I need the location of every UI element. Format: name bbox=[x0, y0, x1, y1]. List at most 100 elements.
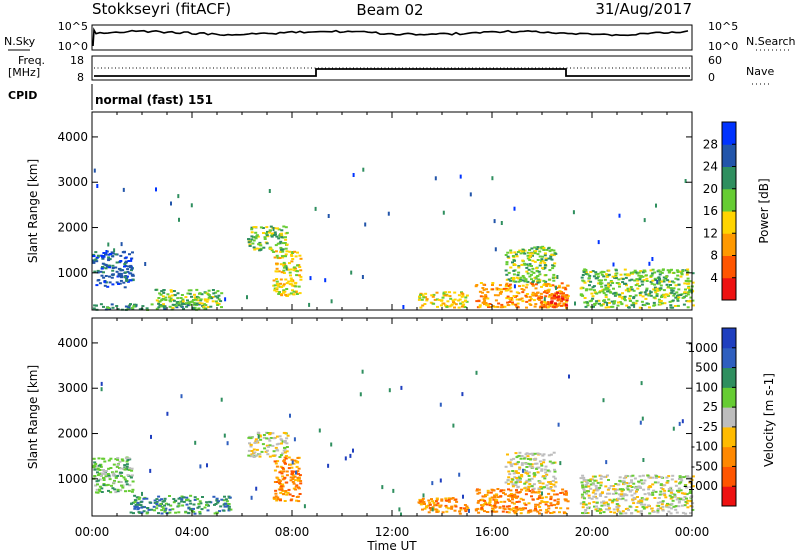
echo-cell bbox=[520, 250, 524, 253]
colorbar-swatch bbox=[722, 122, 736, 145]
echo-cell bbox=[582, 269, 586, 272]
echo-cell bbox=[199, 298, 203, 301]
echo-cell bbox=[552, 483, 556, 486]
echo-cell bbox=[459, 507, 463, 509]
echo-cell bbox=[592, 305, 595, 308]
echo-cell bbox=[524, 503, 528, 506]
echo-cell bbox=[124, 271, 128, 274]
echo-cell bbox=[289, 463, 293, 466]
echo-cell bbox=[645, 497, 649, 500]
echo-cell bbox=[486, 304, 490, 307]
echo-cell bbox=[543, 477, 547, 480]
echo-cell bbox=[478, 290, 482, 293]
echo-cell bbox=[115, 261, 119, 264]
echo-cell bbox=[542, 461, 546, 464]
echo-cell bbox=[514, 506, 518, 509]
echo-cell bbox=[444, 497, 448, 500]
y-tick-label: 4000 bbox=[57, 336, 88, 350]
echo-cell bbox=[620, 296, 624, 299]
echo-cell bbox=[640, 300, 644, 303]
colorbar-tick-label: 12 bbox=[703, 226, 718, 240]
echo-cell bbox=[501, 510, 505, 513]
nave-tick-top: 60 bbox=[708, 54, 722, 67]
echo-cell bbox=[520, 462, 524, 465]
echo-cell bbox=[517, 266, 521, 269]
echo-cell bbox=[681, 296, 685, 299]
echo-point bbox=[327, 214, 330, 218]
echo-cell bbox=[632, 289, 636, 292]
echo-cell bbox=[505, 511, 509, 514]
echo-cell bbox=[630, 481, 634, 484]
echo-cell bbox=[98, 464, 101, 467]
echo-cell bbox=[193, 496, 197, 499]
echo-cell bbox=[506, 301, 510, 304]
echo-cell bbox=[623, 297, 626, 300]
echo-cell bbox=[638, 292, 642, 295]
echo-cell bbox=[682, 498, 686, 501]
echo-cell bbox=[554, 302, 557, 305]
echo-cell bbox=[534, 462, 537, 465]
echo-cell bbox=[97, 457, 101, 460]
echo-cell bbox=[512, 273, 516, 276]
echo-cell bbox=[102, 472, 106, 475]
echo-cell bbox=[542, 247, 546, 249]
echo-cell bbox=[106, 285, 110, 288]
echo-cell bbox=[658, 273, 662, 276]
echo-cell bbox=[155, 503, 159, 505]
echo-cell bbox=[633, 269, 637, 272]
echo-cell bbox=[549, 257, 553, 260]
echo-cell bbox=[601, 491, 604, 494]
echo-cell bbox=[128, 304, 132, 307]
echo-cell bbox=[282, 261, 286, 264]
echo-cell bbox=[554, 276, 557, 279]
echo-cell bbox=[602, 275, 606, 278]
echo-cell bbox=[674, 508, 678, 511]
echo-cell bbox=[683, 492, 687, 495]
echo-cell bbox=[423, 502, 426, 505]
echo-cell bbox=[638, 294, 642, 297]
echo-cell bbox=[548, 305, 552, 308]
echo-cell bbox=[281, 475, 285, 478]
echo-cell bbox=[92, 307, 96, 310]
echo-cell bbox=[153, 509, 156, 512]
echo-cell bbox=[539, 305, 543, 308]
echo-cell bbox=[627, 508, 630, 511]
echo-cell bbox=[584, 485, 588, 488]
echo-cell bbox=[174, 304, 178, 307]
echo-cell bbox=[128, 253, 131, 256]
echo-cell bbox=[581, 294, 585, 297]
y-tick-label: 3000 bbox=[57, 381, 88, 395]
echo-cell bbox=[606, 474, 609, 477]
echo-cell bbox=[529, 297, 533, 300]
colorbar-swatch bbox=[722, 255, 736, 279]
echo-cell bbox=[484, 295, 488, 298]
echo-cell bbox=[264, 450, 268, 453]
freq-tick-top: 18 bbox=[70, 54, 84, 67]
echo-cell bbox=[600, 304, 604, 307]
echo-cell bbox=[281, 485, 285, 488]
station-title: Stokkseyri (fitACF) bbox=[92, 0, 231, 18]
echo-cell bbox=[494, 493, 498, 496]
echo-cell bbox=[133, 507, 137, 510]
echo-cell bbox=[588, 284, 591, 287]
echo-cell bbox=[558, 290, 562, 293]
echo-cell bbox=[103, 280, 107, 283]
echo-cell bbox=[160, 512, 164, 515]
echo-cell bbox=[435, 510, 439, 513]
echo-cell bbox=[288, 262, 291, 265]
echo-cell bbox=[466, 508, 470, 511]
echo-cell bbox=[284, 455, 288, 457]
echo-cell bbox=[280, 286, 284, 288]
echo-cell bbox=[247, 238, 251, 241]
echo-cell bbox=[515, 478, 519, 481]
echo-cell bbox=[484, 501, 488, 504]
echo-cell bbox=[630, 489, 634, 492]
echo-cell bbox=[463, 306, 467, 308]
echo-cell bbox=[496, 305, 500, 308]
echo-cell bbox=[134, 506, 138, 509]
echo-cell bbox=[508, 500, 512, 502]
echo-point bbox=[330, 442, 333, 447]
echo-cell bbox=[535, 248, 539, 251]
echo-cell bbox=[649, 269, 653, 272]
colorbar-tick-label: 100 bbox=[695, 380, 718, 394]
